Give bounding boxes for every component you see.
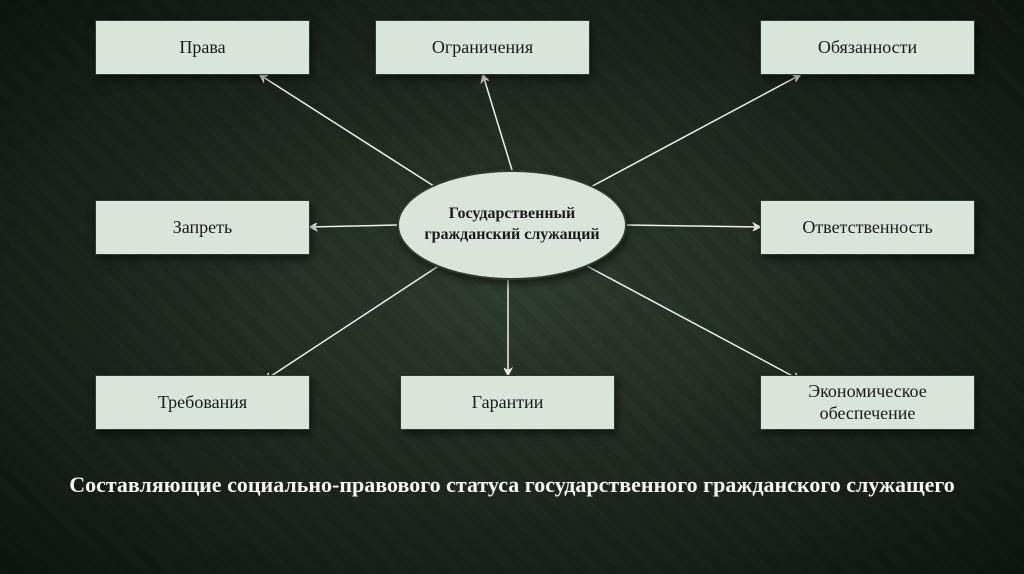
edge — [585, 75, 800, 190]
center-node-label: Государственный гражданский служащий — [409, 204, 615, 246]
node-responsibility: Ответственность — [760, 200, 975, 255]
edge — [585, 265, 800, 380]
node-prohibitions: Запреть — [95, 200, 310, 255]
node-economic: Экономическое обеспечение — [760, 375, 975, 430]
edge — [260, 75, 440, 190]
edge — [483, 75, 512, 170]
node-label: Ограничения — [432, 37, 533, 59]
node-label: Запреть — [173, 217, 232, 239]
node-label: Обязанности — [818, 37, 917, 59]
diagram-caption: Составляющие социально-правового статуса… — [0, 470, 1024, 500]
node-label: Экономическое обеспечение — [769, 381, 966, 424]
node-label: Требования — [158, 392, 247, 414]
center-node: Государственный гражданский служащий — [397, 170, 627, 280]
node-guarantees: Гарантии — [400, 375, 615, 430]
node-duties: Обязанности — [760, 20, 975, 75]
node-requirements: Требования — [95, 375, 310, 430]
edge — [310, 225, 397, 227]
node-rights: Права — [95, 20, 310, 75]
node-label: Права — [179, 37, 225, 59]
edge — [265, 265, 440, 380]
node-label: Гарантии — [472, 392, 544, 414]
node-label: Ответственность — [802, 217, 932, 239]
node-restrictions: Ограничения — [375, 20, 590, 75]
edge — [627, 225, 760, 227]
